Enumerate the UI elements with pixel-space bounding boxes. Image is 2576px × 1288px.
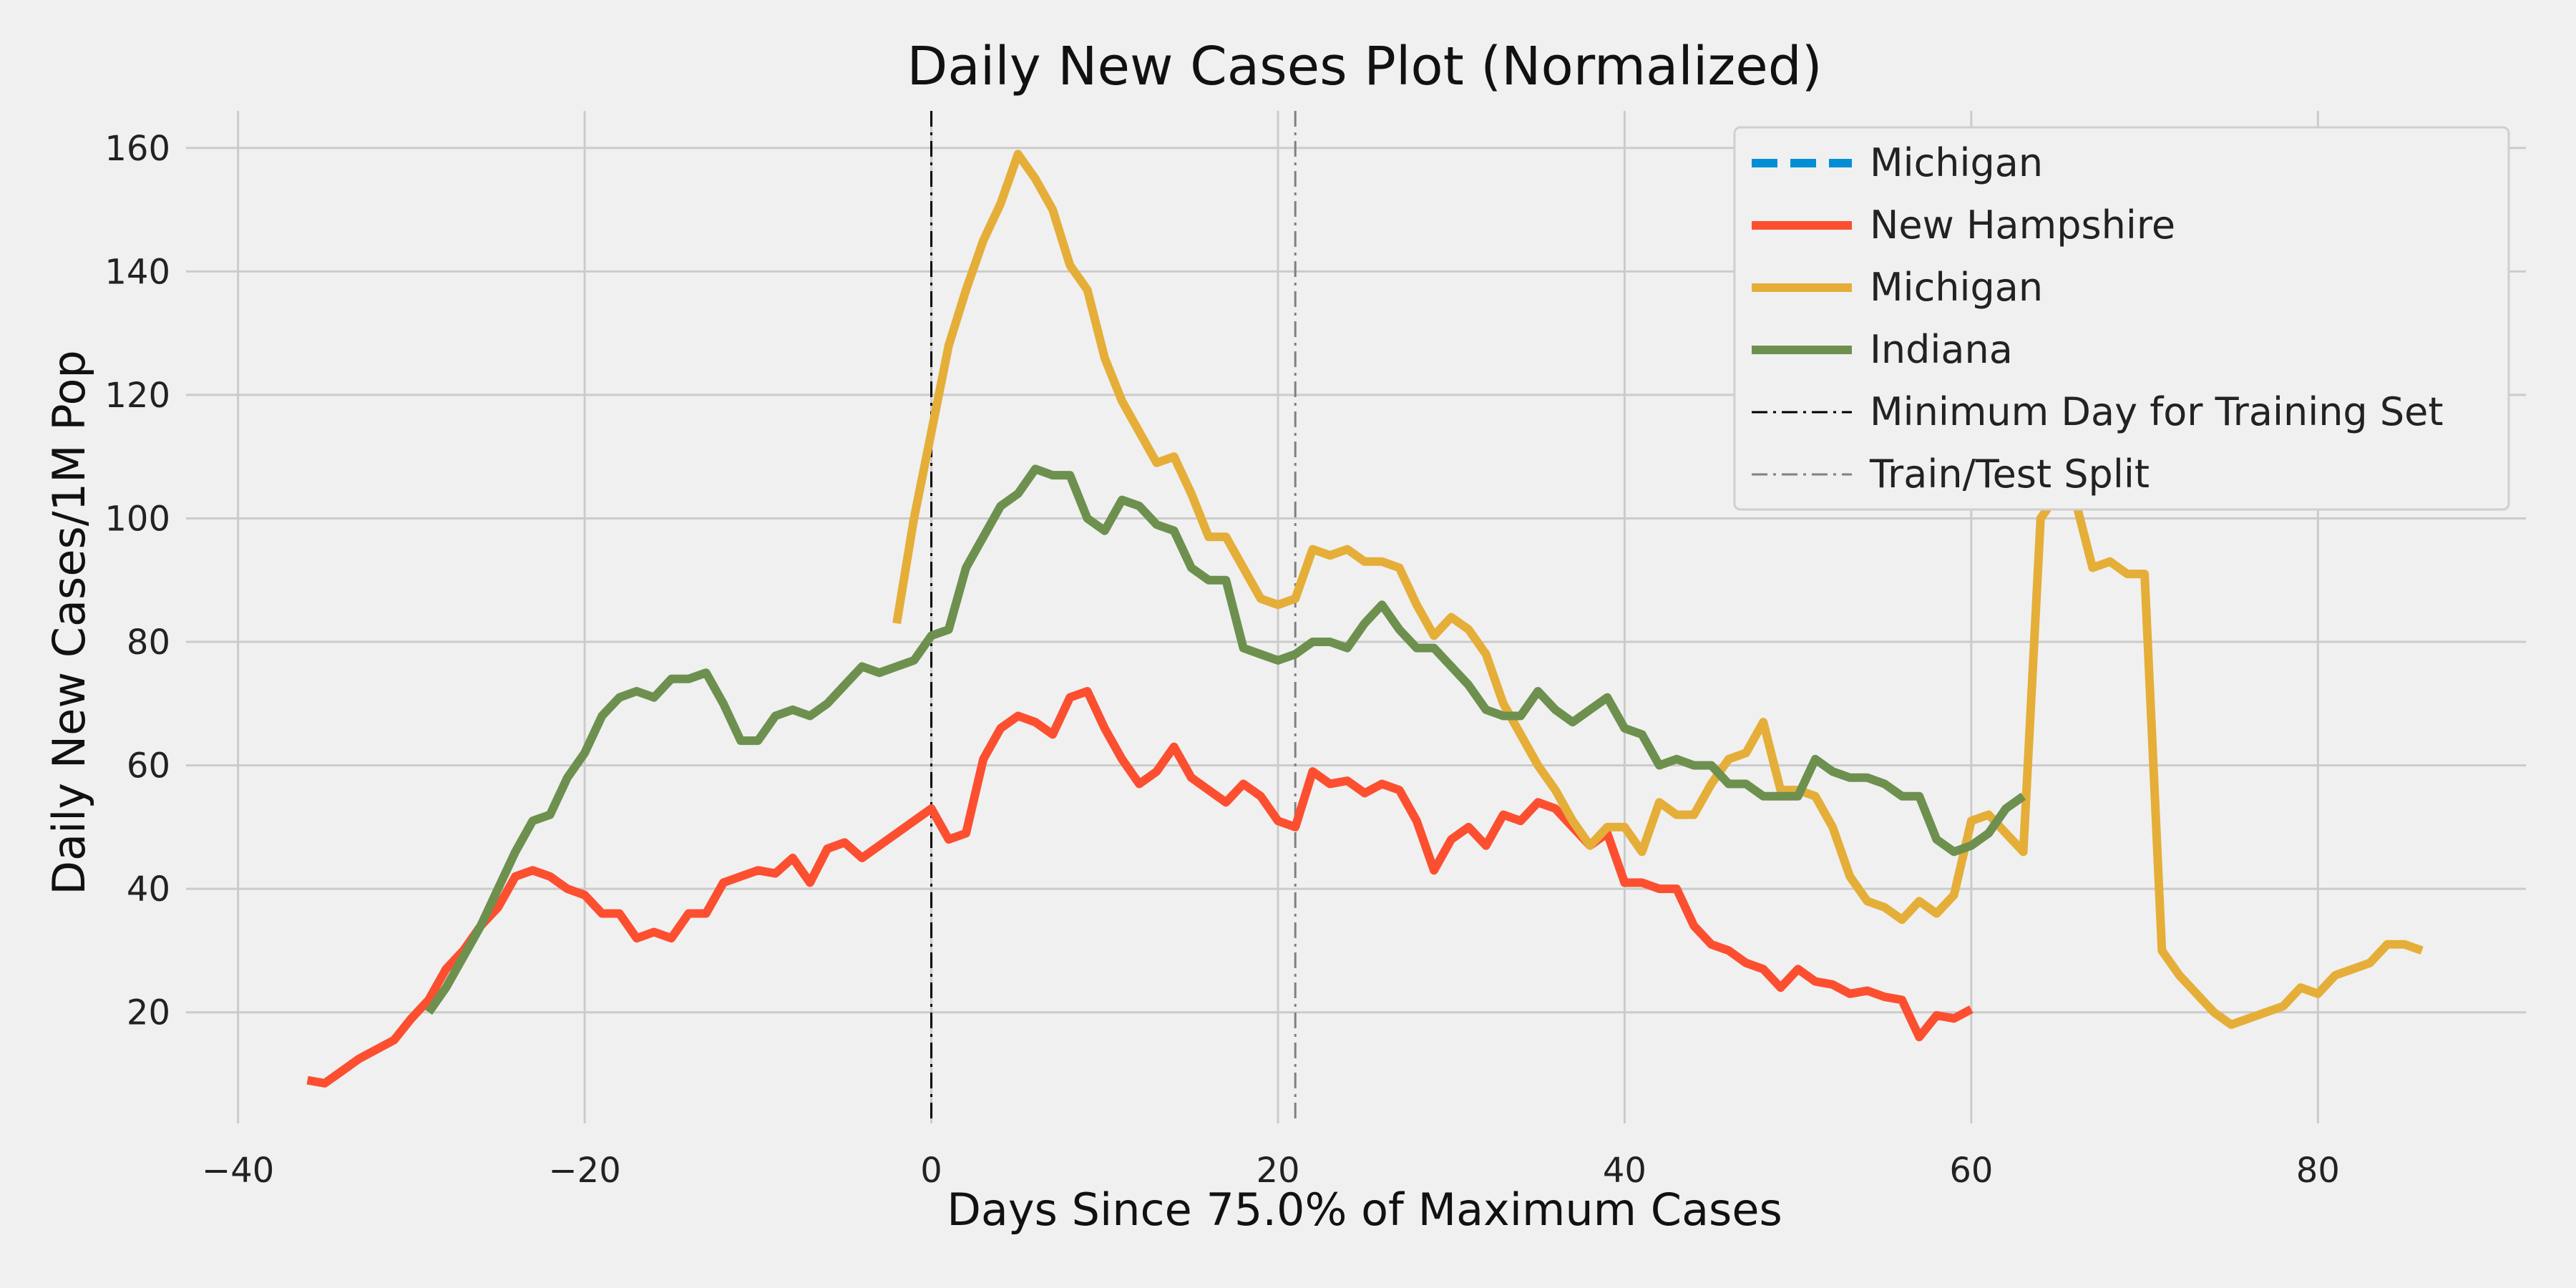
y-tick-label: 60 — [127, 746, 170, 786]
y-tick-labels: 20 40 60 80 100 120 140 160 — [104, 129, 170, 1033]
x-tick-labels: −40 −20 0 20 40 60 80 — [202, 1151, 2340, 1191]
x-tick-label: 80 — [2296, 1151, 2340, 1191]
y-tick-label: 20 — [127, 993, 170, 1033]
legend-label-5: Train/Test Split — [1869, 452, 2150, 497]
legend-label-4: Minimum Day for Training Set — [1870, 389, 2444, 434]
legend-label-2: Michigan — [1870, 265, 2043, 310]
x-tick-label: 40 — [1603, 1151, 1646, 1191]
legend-label-3: Indiana — [1870, 327, 2013, 372]
y-tick-label: 100 — [104, 499, 170, 539]
legend-label-1: New Hampshire — [1870, 203, 2175, 248]
legend: Michigan New Hampshire Michigan Indiana Mini… — [1733, 126, 2510, 511]
series-line-3 — [425, 464, 2026, 1015]
y-tick-label: 80 — [127, 623, 170, 663]
y-tick-label: 120 — [104, 376, 170, 416]
legend-box — [1733, 126, 2510, 511]
y-tick-label: 40 — [127, 869, 170, 909]
y-tick-label: 140 — [104, 252, 170, 292]
x-tick-label: −40 — [202, 1151, 274, 1191]
legend-label-0: Michigan — [1870, 140, 2043, 185]
series-line-1 — [306, 687, 1974, 1088]
x-tick-label: 0 — [920, 1151, 942, 1191]
chart-title: Daily New Cases Plot (Normalized) — [907, 36, 1822, 97]
vertical-lines — [930, 111, 1297, 1123]
y-axis-label: Daily New Cases/1M Pop — [43, 350, 95, 895]
series-lines — [306, 150, 2424, 1088]
x-tick-label: −20 — [548, 1151, 620, 1191]
x-tick-label: 20 — [1256, 1151, 1299, 1191]
x-tick-label: 60 — [1949, 1151, 1993, 1191]
x-axis-label: Days Since 75.0% of Maximum Cases — [947, 1184, 1782, 1236]
series-line-2 — [892, 150, 2424, 1029]
y-tick-label: 160 — [104, 129, 170, 169]
